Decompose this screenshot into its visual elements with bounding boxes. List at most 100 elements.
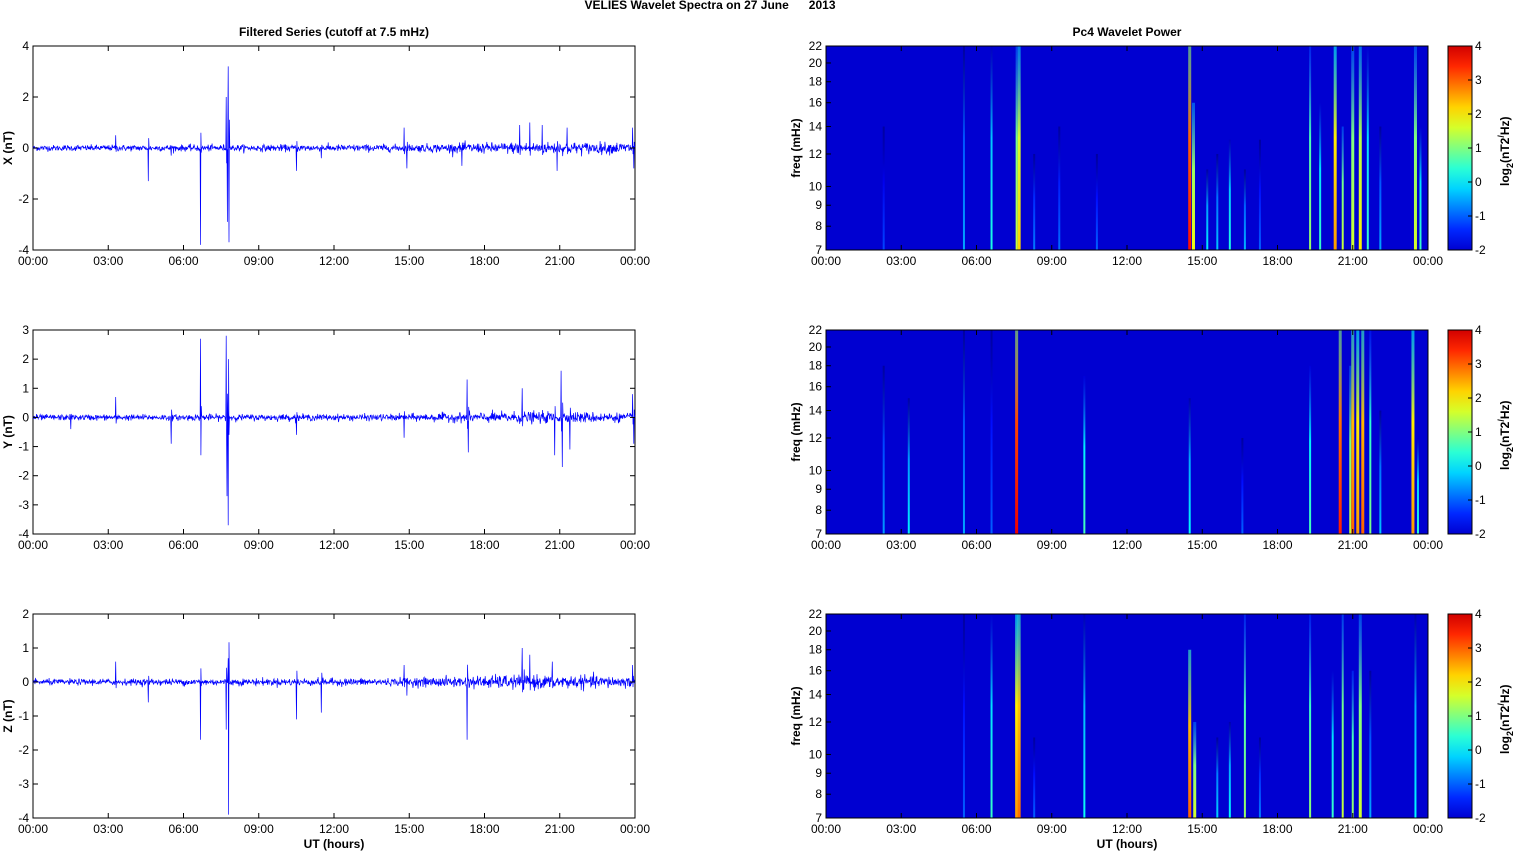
colorbar-label-part: Hz)	[1498, 684, 1512, 703]
x-tick-label: 15:00	[394, 538, 424, 552]
colorbar-label-part: log	[1498, 452, 1512, 470]
y-tick-label: 16	[809, 664, 823, 678]
power-streak	[1356, 330, 1360, 534]
y-tick-label: -3	[18, 498, 29, 512]
colorbar-tick-label: -2	[1475, 527, 1486, 541]
colorbar-tick-label: 1	[1475, 709, 1482, 723]
x-tick-label: 09:00	[1037, 254, 1067, 268]
y-tick-label: 0	[22, 141, 29, 155]
power-streak	[1191, 102, 1195, 251]
colorbar-label-part: /	[1496, 419, 1506, 422]
power-streak	[1258, 139, 1261, 250]
y-tick-label: 10	[809, 179, 823, 193]
colorbar-tick-label: 4	[1475, 607, 1482, 621]
x-tick-label: 15:00	[394, 822, 424, 836]
power-streak	[1241, 437, 1244, 534]
y-tick-label: -4	[18, 527, 29, 541]
y-tick-label: 2	[22, 352, 29, 366]
y-tick-label: -2	[18, 743, 29, 757]
x-tick-label: 12:00	[1112, 538, 1142, 552]
y-tick-label: 9	[815, 482, 822, 496]
x-tick-label: 09:00	[1037, 538, 1067, 552]
series-line	[32, 335, 636, 526]
x-tick-label: 00:00	[1413, 254, 1443, 268]
spectrogram-background	[826, 330, 1428, 534]
spectrogram-background	[826, 614, 1428, 818]
y-tick-label: 20	[809, 624, 823, 638]
power-streak	[1379, 410, 1382, 534]
colorbar-tick-label: 4	[1475, 39, 1482, 53]
x-tick-label: 12:00	[319, 822, 349, 836]
colorbar-label-part: Hz)	[1498, 116, 1512, 135]
power-streak	[1341, 126, 1344, 250]
y-tick-label: 22	[809, 323, 823, 337]
power-streak	[1341, 614, 1344, 818]
x-tick-label: 06:00	[168, 538, 198, 552]
y-tick-label: 20	[809, 56, 823, 70]
power-streak	[1333, 46, 1337, 250]
power-streak	[882, 126, 885, 250]
power-streak	[1095, 153, 1098, 250]
power-streak	[907, 398, 910, 534]
y-tick-label: -2	[18, 192, 29, 206]
colorbar-label-part: 2	[1505, 447, 1515, 452]
colorbar-label-part: /	[1496, 135, 1506, 138]
x-tick-label: 03:00	[93, 822, 123, 836]
x-tick-label: 00:00	[811, 538, 841, 552]
colorbar-tick-label: 3	[1475, 357, 1482, 371]
power-streak	[990, 330, 993, 534]
y-tick-label: 1	[22, 641, 29, 655]
power-streak	[1309, 365, 1312, 534]
y-tick-label: 8	[815, 503, 822, 517]
colorbar-label-part: log	[1498, 168, 1512, 186]
colorbar-tick-label: 4	[1475, 323, 1482, 337]
power-streak	[1349, 365, 1352, 534]
power-streak	[1033, 153, 1036, 250]
power-streak	[1015, 46, 1018, 250]
y-tick-label: 12	[809, 147, 823, 161]
x-tick-label: 00:00	[1413, 822, 1443, 836]
y-tick-label: 0	[22, 410, 29, 424]
x-tick-label: 18:00	[469, 822, 499, 836]
x-tick-label: 00:00	[620, 538, 650, 552]
x-tick-label: 18:00	[469, 254, 499, 268]
power-streak	[1258, 737, 1261, 818]
x-tick-label: 00:00	[811, 822, 841, 836]
x-tick-label: 15:00	[1187, 822, 1217, 836]
x-tick-label: 03:00	[886, 254, 916, 268]
x-tick-label: 15:00	[394, 254, 424, 268]
y-tick-label: 16	[809, 96, 823, 110]
colorbar-tick-label: 3	[1475, 641, 1482, 655]
x-tick-label: 00:00	[620, 254, 650, 268]
x-tick-label: 06:00	[961, 254, 991, 268]
power-streak	[1188, 398, 1191, 534]
power-streak	[990, 46, 993, 250]
colorbar-tick-label: 0	[1475, 459, 1482, 473]
y-tick-label: 1	[22, 381, 29, 395]
power-streak	[1331, 670, 1334, 818]
y-tick-label: -4	[18, 811, 29, 825]
x-tick-label: 21:00	[1338, 254, 1368, 268]
power-streak	[1228, 721, 1231, 818]
y-tick-label: 2	[22, 90, 29, 104]
power-streak	[1083, 614, 1086, 818]
y-tick-label: 20	[809, 340, 823, 354]
x-tick-label: 21:00	[545, 538, 575, 552]
y-tick-label: 8	[815, 219, 822, 233]
power-streak	[882, 365, 885, 534]
power-streak	[990, 614, 993, 818]
power-streak	[1015, 330, 1019, 534]
power-streak	[1358, 614, 1362, 818]
colorbar-label-part: (nT2	[1498, 137, 1512, 163]
x-tick-label: 03:00	[886, 822, 916, 836]
colorbar-label-part: (nT2	[1498, 705, 1512, 731]
colorbar-tick-label: 0	[1475, 175, 1482, 189]
freq-axis-label: freq (mHz)	[789, 118, 803, 177]
y-tick-label: 8	[815, 787, 822, 801]
x-tick-label: 18:00	[1262, 254, 1292, 268]
power-streak	[1379, 126, 1382, 250]
